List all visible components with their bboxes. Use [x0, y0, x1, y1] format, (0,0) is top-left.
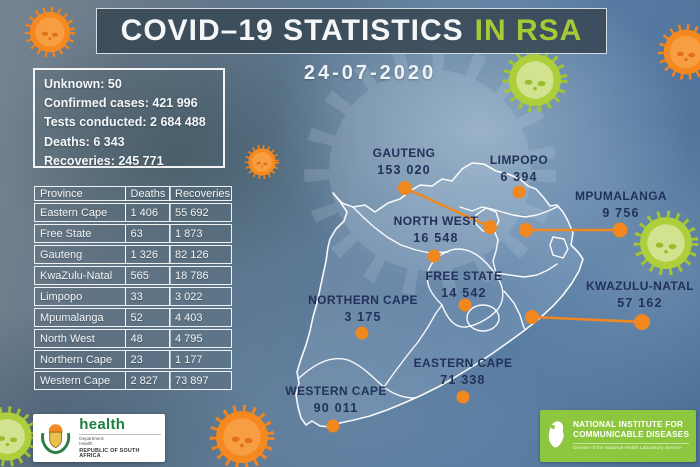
table-row: Western Cape 2 827 73 897 [34, 371, 234, 390]
virus-icon [640, 217, 692, 269]
report-date: 24-07-2020 [303, 62, 437, 84]
table-header-row: Province Deaths Recoveries [34, 186, 234, 201]
map-marker-dot [326, 419, 340, 433]
cell-deaths: 33 [124, 287, 171, 306]
map-connector-line [531, 315, 643, 324]
cell-deaths: 565 [124, 266, 171, 285]
virus-icon [509, 54, 561, 106]
cell-deaths: 48 [124, 329, 171, 348]
col-header-deaths: Deaths [124, 186, 171, 201]
cell-province: Mpumalanga [34, 308, 126, 327]
cell-province: Limpopo [34, 287, 126, 306]
map-marker-dot [427, 249, 441, 263]
map-connector-line [404, 186, 491, 229]
map-outline [295, 162, 584, 428]
table-row: Northern Cape 23 1 177 [34, 350, 234, 369]
title-accent: IN RSA [474, 14, 583, 47]
nicd-logo-line1: NATIONAL INSTITUTE FOR [573, 419, 684, 429]
cell-recoveries: 4 795 [169, 329, 232, 348]
table-row: Mpumalanga 52 4 403 [34, 308, 234, 327]
nicd-logo-subline: Division of the National Health Laborato… [573, 443, 690, 452]
virus-icon [30, 12, 70, 52]
map-marker-dots [326, 181, 650, 433]
cell-deaths: 63 [124, 224, 171, 243]
map-marker-dot [634, 314, 650, 330]
cell-deaths: 2 827 [124, 371, 171, 390]
map-label-mpumalanga: MPUMALANGA 9 756 [575, 189, 667, 220]
summary-line-deaths: Deaths: 6 343 [44, 134, 125, 149]
table-row: Eastern Cape 1 406 55 692 [34, 203, 234, 222]
map-marker-dot [456, 390, 470, 404]
title-banner: COVID–19 STATISTICS IN RSA [96, 8, 607, 54]
cell-deaths: 52 [124, 308, 171, 327]
health-logo-dept-line1: Department: [79, 435, 105, 441]
cell-province: Eastern Cape [34, 203, 126, 222]
map-marker-dot [612, 222, 628, 238]
nicd-logo-line2: COMMUNICABLE DISEASES [573, 429, 690, 439]
cell-province: Gauteng [34, 245, 126, 264]
summary-line-unknown: Unknown: 50 [44, 77, 122, 91]
south-africa-map [295, 162, 584, 428]
map-label-limpopo: LIMPOPO 6 394 [489, 153, 549, 184]
map-marker-dot [483, 220, 497, 234]
map-label-northern-cape: NORTHERN CAPE 3 175 [308, 293, 418, 324]
summary-line-confirmed: Confirmed cases: 421 996 [44, 96, 198, 111]
map-label-north-west: NORTH WEST 16 548 [393, 214, 479, 245]
cell-recoveries: 73 897 [169, 371, 232, 390]
map-label-kwazulu-natal: KWAZULU-NATAL 57 162 [585, 279, 695, 310]
virus-icon [664, 30, 700, 75]
province-table: Province Deaths Recoveries Eastern Cape … [34, 186, 234, 392]
map-marker-dot [458, 298, 472, 312]
health-logo-dept-line2: Health [79, 441, 93, 447]
cell-recoveries: 4 403 [169, 308, 232, 327]
cell-recoveries: 1 177 [169, 350, 232, 369]
table-row: Free State 63 1 873 [34, 224, 234, 243]
cell-province: Western Cape [34, 371, 126, 390]
cell-deaths: 1 406 [124, 203, 171, 222]
map-marker-dot [512, 185, 526, 199]
table-row: Gauteng 1 326 82 126 [34, 245, 234, 264]
table-row: Limpopo 33 3 022 [34, 287, 234, 306]
cell-recoveries: 18 786 [169, 266, 232, 285]
map-label-gauteng: GAUTENG 153 020 [372, 146, 436, 177]
map-label-free-state: FREE STATE 14 542 [425, 269, 503, 300]
summary-line-recoveries: Recoveries: 245 771 [44, 153, 164, 168]
map-label-western-cape: WESTERN CAPE 90 011 [285, 384, 387, 415]
col-header-recoveries: Recoveries [169, 186, 232, 201]
health-department-logo: health Department: Health REPUBLIC OF SO… [33, 414, 165, 462]
health-logo-wordmark: health [79, 417, 161, 435]
map-marker-dot [525, 310, 539, 324]
cell-recoveries: 55 692 [169, 203, 232, 222]
cell-deaths: 1 326 [124, 245, 171, 264]
map-marker-dot [355, 326, 369, 340]
cell-recoveries: 82 126 [169, 245, 232, 264]
map-marker-dot [398, 181, 412, 195]
map-province-borders [297, 206, 569, 399]
cell-recoveries: 1 873 [169, 224, 232, 243]
map-marker-dot [519, 223, 533, 237]
virus-icon [248, 148, 275, 175]
health-logo-country: REPUBLIC OF SOUTH AFRICA [79, 447, 140, 460]
summary-line-tests: Tests conducted: 2 684 488 [44, 115, 206, 130]
cell-deaths: 23 [124, 350, 171, 369]
cell-province: Northern Cape [34, 350, 126, 369]
nicd-logo: NATIONAL INSTITUTE FOR COMMUNICABLE DISE… [540, 410, 696, 462]
national-summary-box: Unknown: 50 Confirmed cases: 421 996 Tes… [33, 68, 225, 168]
title-main: COVID–19 STATISTICS [120, 14, 464, 47]
cell-recoveries: 3 022 [169, 287, 232, 306]
table-row: KwaZulu-Natal 565 18 786 [34, 266, 234, 285]
cell-province: North West [34, 329, 126, 348]
virus-icon [0, 412, 32, 460]
cell-province: Free State [34, 224, 126, 243]
map-label-eastern-cape: EASTERN CAPE 71 338 [413, 356, 513, 387]
col-header-province: Province [34, 186, 126, 201]
virus-icon [216, 411, 268, 463]
cell-province: KwaZulu-Natal [34, 266, 126, 285]
table-row: North West 48 4 795 [34, 329, 234, 348]
map-connector-lines [404, 186, 643, 324]
nicd-africa-icon [548, 421, 564, 448]
coat-of-arms-icon [41, 424, 71, 455]
